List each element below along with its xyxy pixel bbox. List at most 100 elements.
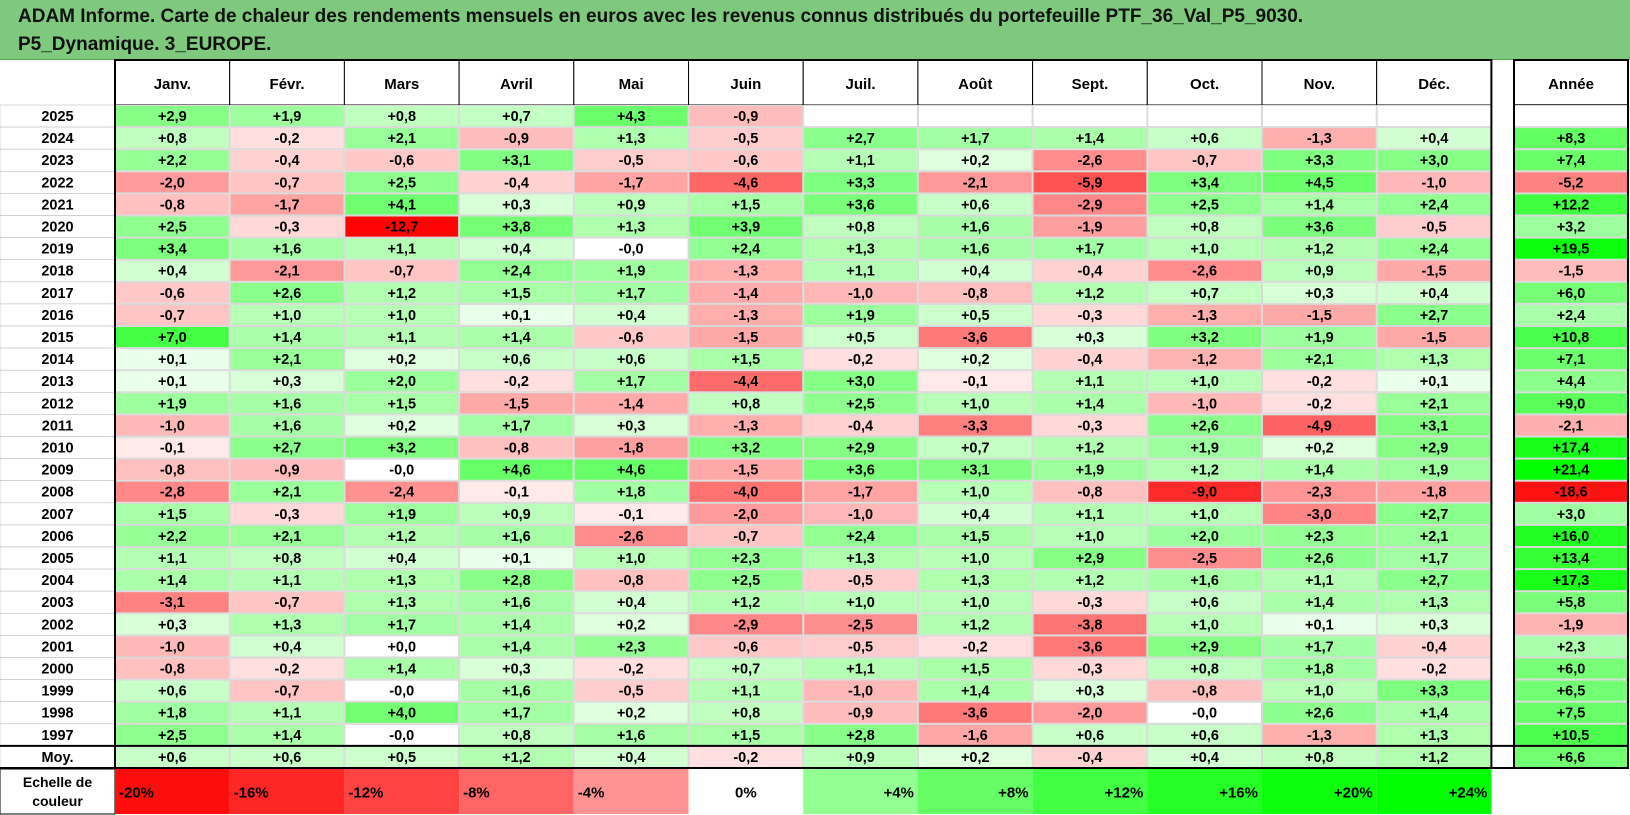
heatmap-cell-value: +1,4 [502, 330, 531, 346]
heatmap-cell-value: +0,4 [387, 551, 416, 567]
month-header-label: Mars [384, 76, 419, 93]
heatmap-cell [1032, 149, 1148, 172]
heatmap-cell [344, 701, 460, 724]
heatmap-cell [1032, 348, 1148, 371]
heatmap-cell [1032, 303, 1148, 326]
heatmap-cell-value: +1,8 [158, 706, 187, 722]
heatmap-cell [917, 392, 1033, 415]
heatmap-cell [459, 281, 574, 304]
heatmap-cell [344, 303, 460, 326]
heatmap-cell [229, 127, 345, 150]
annual-cell [1514, 105, 1628, 128]
color-scale-step-label: +8% [998, 785, 1028, 802]
heatmap-cell-value: +1,2 [961, 617, 990, 633]
color-scale-swatch [115, 769, 230, 814]
heatmap-cell-value: -0,2 [963, 639, 988, 655]
heatmap-cell-value: -0,7 [733, 529, 758, 545]
heatmap-cell-value: -0,8 [963, 286, 988, 302]
heatmap-cell-value: -0,6 [389, 153, 414, 169]
heatmap-cell-value: +0,5 [387, 750, 416, 766]
heatmap-cell-value: +0,6 [502, 352, 531, 368]
heatmap-cell [573, 480, 689, 503]
heatmap-cell [1147, 679, 1263, 702]
heatmap-cell [803, 303, 918, 326]
heatmap-cell [1147, 635, 1263, 658]
heatmap-cell [573, 215, 689, 238]
heatmap-cell [917, 259, 1033, 282]
heatmap-cell-value: -0,2 [504, 374, 529, 390]
heatmap-cell [1032, 591, 1148, 614]
year-row-label: 2007 [41, 507, 73, 523]
heatmap-cell-value: +0,2 [1305, 441, 1334, 457]
heatmap-cell [459, 547, 574, 570]
heatmap-cell-value: -0,7 [275, 595, 300, 611]
heatmap-cell-value: +2,9 [158, 109, 187, 125]
heatmap-cell-value: +4,1 [387, 197, 416, 213]
heatmap-cell [344, 679, 460, 702]
heatmap-cell-value: +0,2 [961, 153, 990, 169]
month-header-cell [1376, 59, 1492, 106]
heatmap-cell [803, 105, 918, 128]
heatmap-cell-value: +1,2 [387, 529, 416, 545]
heatmap-cell-value: +0,2 [387, 418, 416, 434]
heatmap-cell-value: +4,6 [502, 463, 531, 479]
year-row-label: 2017 [41, 286, 73, 302]
heatmap-cell-value: +2,1 [387, 131, 416, 147]
heatmap-cell [344, 348, 460, 371]
heatmap-cell [688, 458, 804, 481]
heatmap-cell-value: +1,3 [846, 242, 875, 258]
heatmap-cell-value: +0,2 [961, 352, 990, 368]
heatmap-cell-value: +1,4 [273, 330, 302, 346]
heatmap-cell-value: -1,0 [848, 286, 873, 302]
heatmap-cell [917, 193, 1033, 216]
heatmap-cell-value: +1,5 [732, 197, 761, 213]
heatmap-cell-value: +1,4 [158, 573, 187, 589]
heatmap-cell [344, 326, 460, 349]
heatmap-cell [917, 414, 1033, 437]
heatmap-cell [917, 215, 1033, 238]
heatmap-cell [803, 502, 918, 525]
heatmap-cell-value: -3,6 [1077, 639, 1102, 655]
heatmap-cell-value: +1,5 [961, 529, 990, 545]
color-scale-step-label: -4% [578, 785, 605, 802]
heatmap-cell [459, 259, 574, 282]
heatmap-cell [1147, 458, 1263, 481]
heatmap-cell-value: +0,9 [846, 750, 875, 766]
heatmap-cell [688, 348, 804, 371]
heatmap-cell-value: +1,3 [1420, 352, 1449, 368]
heatmap-cell-value: -2,5 [848, 617, 873, 633]
heatmap-cell-value: +0,8 [273, 551, 302, 567]
heatmap-cell-value: +0,4 [502, 242, 531, 258]
heatmap-cell [229, 613, 345, 636]
heatmap-cell-value: +1,2 [1305, 242, 1334, 258]
heatmap-cell [344, 613, 460, 636]
heatmap-cell [803, 259, 918, 282]
heatmap-cell-value: +4,5 [1305, 175, 1334, 191]
heatmap-cell [229, 458, 345, 481]
month-header-label: Août [958, 76, 992, 93]
heatmap-cell-value: -2,1 [963, 175, 988, 191]
heatmap-cell-value: -1,5 [1422, 264, 1447, 280]
heatmap-cell-value: +1,6 [1190, 573, 1219, 589]
heatmap-cell-value: +0,8 [732, 396, 761, 412]
heatmap-cell [688, 237, 804, 260]
year-row-label: 2024 [41, 131, 73, 147]
year-row-label: 2008 [41, 485, 73, 501]
heatmap-cell-value: -1,4 [733, 286, 758, 302]
heatmap-cell-value: +0,4 [1420, 286, 1449, 302]
heatmap-cell [573, 591, 689, 614]
heatmap-cell-value: -1,3 [1307, 728, 1332, 744]
heatmap-cell-value: +1,3 [1420, 728, 1449, 744]
heatmap-cell [917, 635, 1033, 658]
heatmap-cell [1147, 348, 1263, 371]
heatmap-cell [459, 348, 574, 371]
heatmap-cell-value: -0,4 [275, 153, 300, 169]
heatmap-cell-value: +4,6 [617, 463, 646, 479]
annual-cell-value: +7,4 [1557, 153, 1586, 169]
heatmap-cell-value: +1,4 [1076, 396, 1105, 412]
heatmap-cell [1262, 480, 1377, 503]
heatmap-cell-value: +2,6 [1305, 551, 1334, 567]
heatmap-cell [917, 105, 1033, 128]
heatmap-cell-value: +1,4 [1076, 131, 1105, 147]
heatmap-cell [917, 436, 1033, 459]
